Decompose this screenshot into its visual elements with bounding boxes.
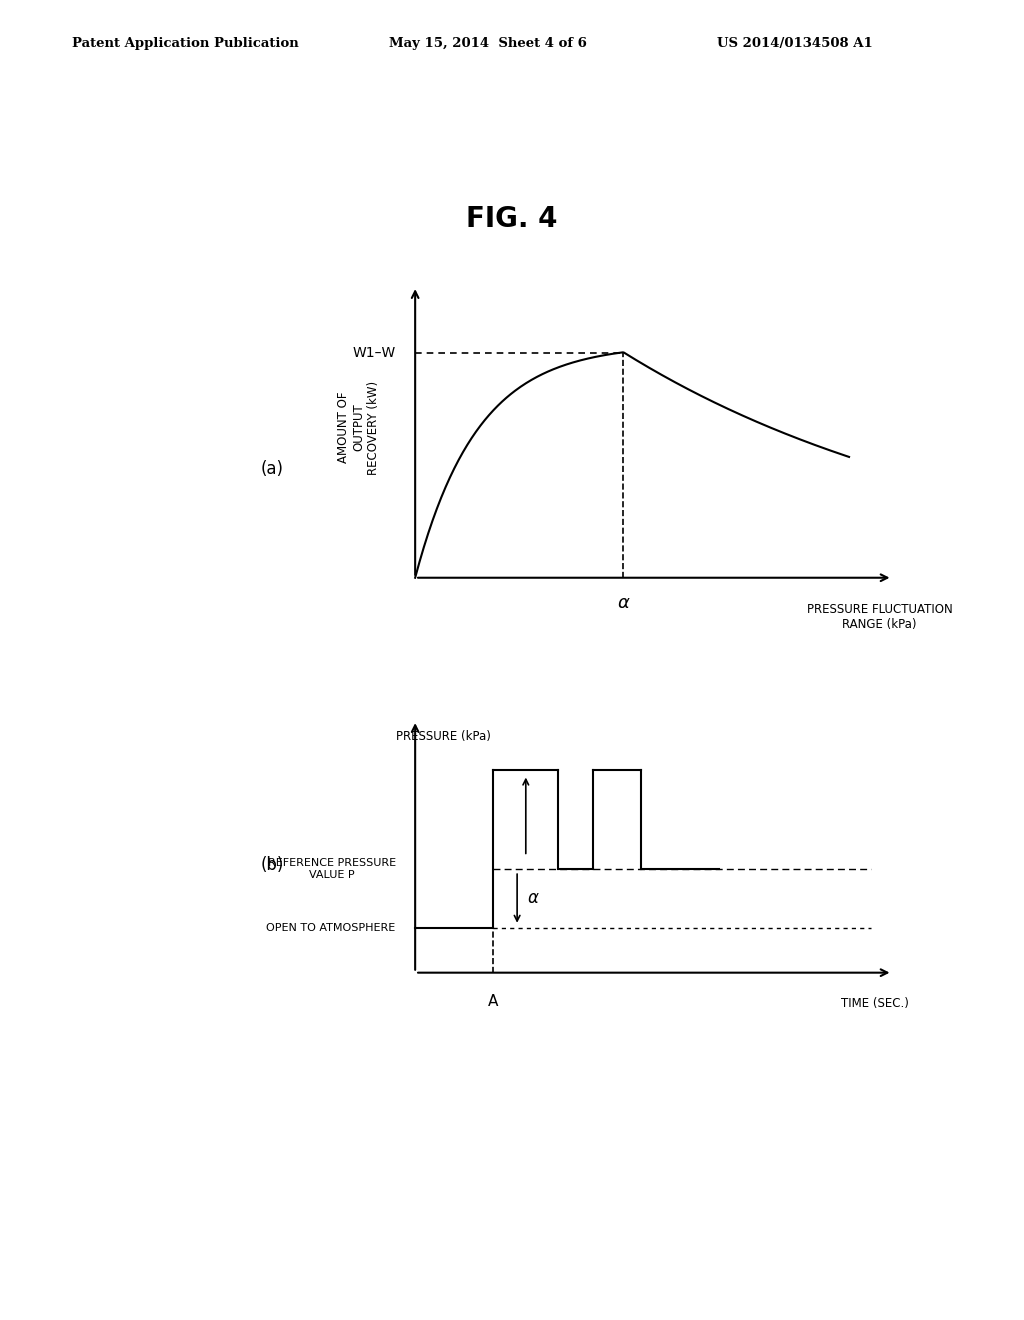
Text: W1–W: W1–W [352,346,395,359]
Text: α: α [528,890,539,907]
Text: Patent Application Publication: Patent Application Publication [72,37,298,50]
Text: US 2014/0134508 A1: US 2014/0134508 A1 [717,37,872,50]
Text: (b): (b) [261,855,285,874]
Text: A: A [488,994,499,1008]
Text: AMOUNT OF
OUTPUT
RECOVERY (kW): AMOUNT OF OUTPUT RECOVERY (kW) [337,380,380,474]
Text: REFERENCE PRESSURE
VALUE P: REFERENCE PRESSURE VALUE P [267,858,395,879]
Text: TIME (SEC.): TIME (SEC.) [841,998,909,1010]
Text: FIG. 4: FIG. 4 [466,205,558,232]
Text: (a): (a) [261,459,284,478]
Text: PRESSURE (kPa): PRESSURE (kPa) [395,730,490,743]
Text: α: α [617,594,630,612]
Text: PRESSURE FLUCTUATION
RANGE (kPa): PRESSURE FLUCTUATION RANGE (kPa) [807,603,952,631]
Text: OPEN TO ATMOSPHERE: OPEN TO ATMOSPHERE [266,923,395,933]
Text: May 15, 2014  Sheet 4 of 6: May 15, 2014 Sheet 4 of 6 [389,37,587,50]
